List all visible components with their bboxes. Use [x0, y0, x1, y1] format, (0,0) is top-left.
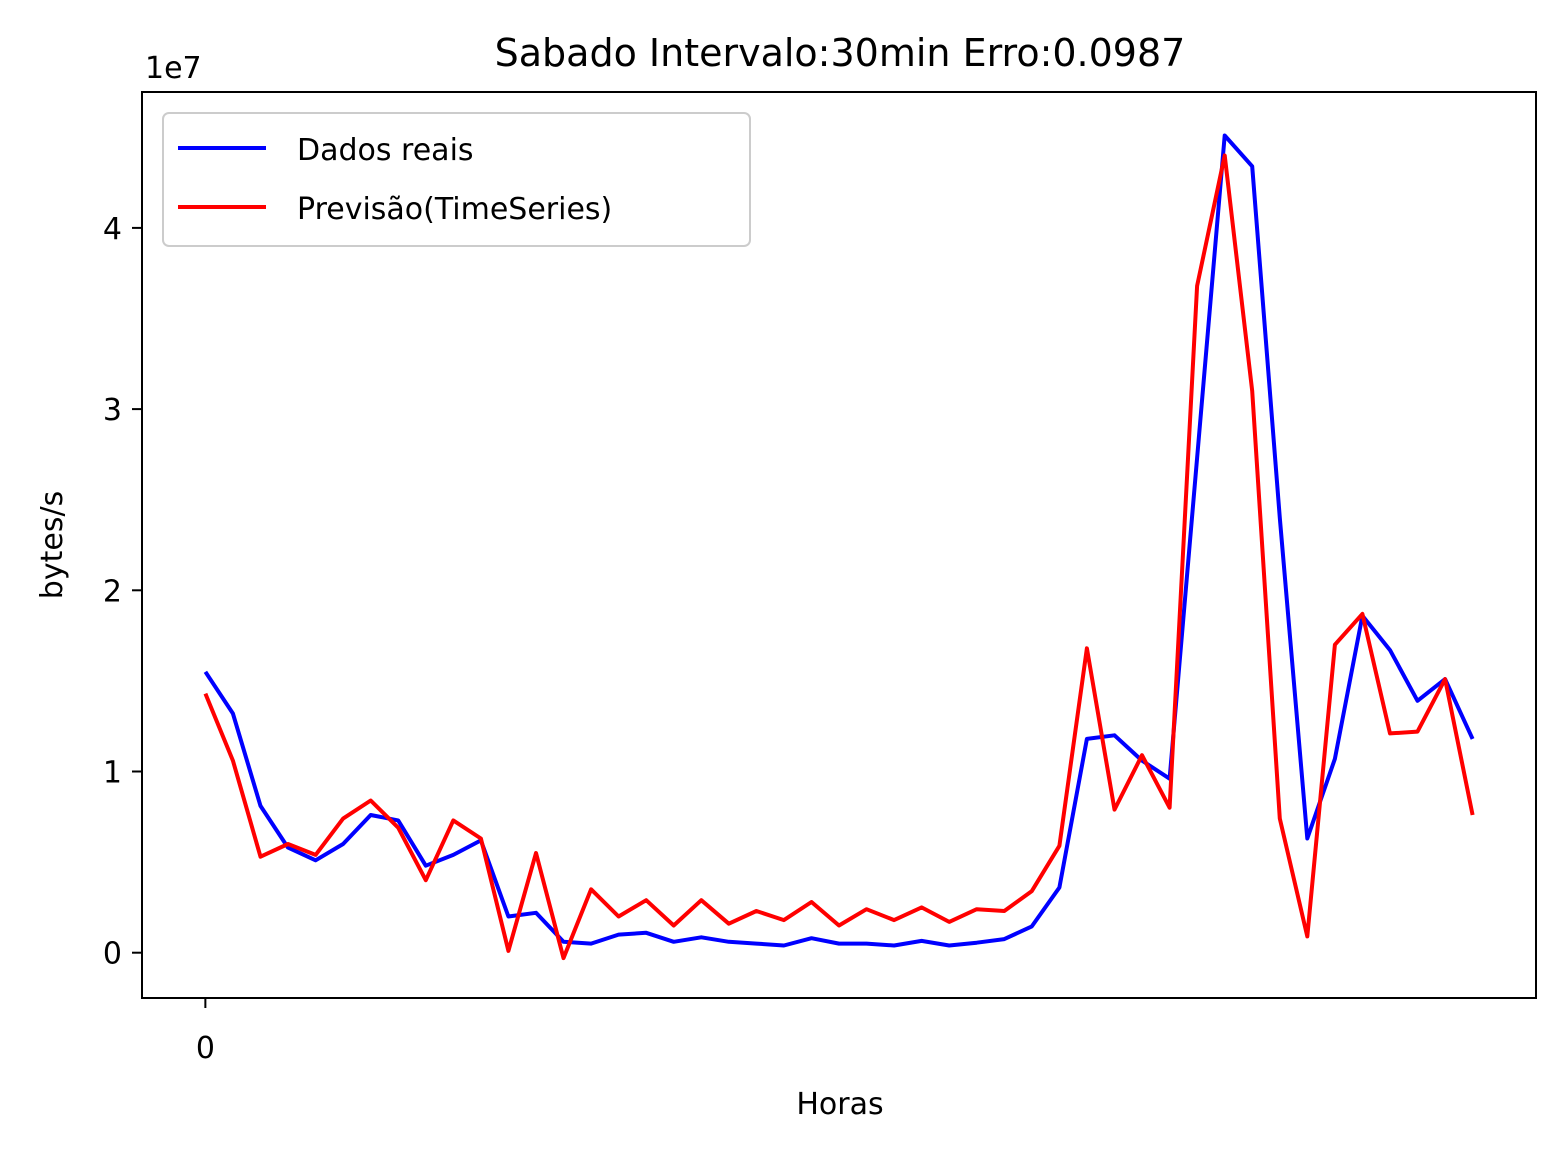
x-tick-label: 0 [196, 1031, 215, 1066]
legend: Dados reais Previsão(TimeSeries) [162, 112, 751, 247]
y-tick-label: 0 [103, 937, 122, 972]
chart-title: Sabado Intervalo:30min Erro:0.0987 [495, 31, 1186, 75]
legend-box [162, 112, 751, 247]
y-tick-label: 4 [103, 212, 122, 247]
legend-label-previsao: Previsão(TimeSeries) [297, 192, 612, 227]
y-tick-label: 1 [103, 756, 122, 791]
series-line-0 [203, 133, 1475, 948]
plot-frame [141, 91, 1537, 999]
x-axis-label: Horas [796, 1087, 883, 1122]
y-tick-label: 2 [103, 574, 122, 609]
y-axis-ticks: 0 1 2 3 4 [103, 212, 142, 972]
series-line-1 [203, 153, 1475, 961]
series-layer [203, 133, 1475, 961]
y-tick-label: 3 [103, 393, 122, 428]
x-axis-ticks: 0 [196, 998, 215, 1066]
legend-label-dados-reais: Dados reais [297, 133, 474, 168]
y-axis-label: bytes/s [35, 491, 70, 599]
y-offset-label: 1e7 [145, 51, 202, 86]
